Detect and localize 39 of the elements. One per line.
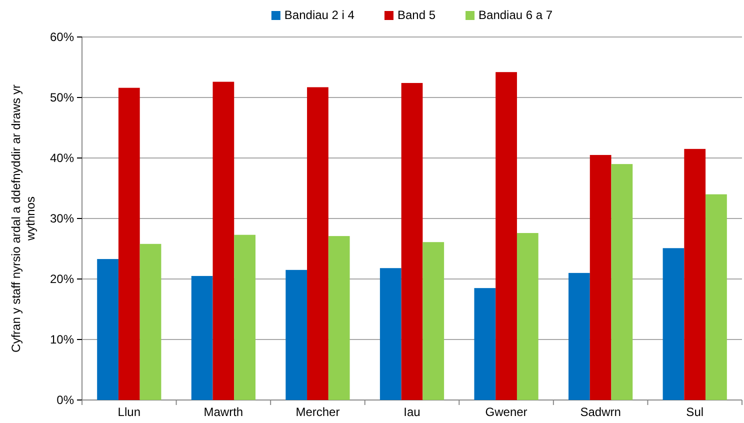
bar [662,248,684,400]
bar [684,148,706,400]
x-tick-label: Sul [686,405,704,420]
bar [706,194,727,400]
legend-label: Bandiau 6 a 7 [478,8,553,22]
x-tick-label: Iau [404,405,420,420]
y-tick-label: 20% [50,272,74,286]
x-tick-label: Sadwrn [580,405,621,420]
bar [191,276,213,400]
bar [568,272,590,400]
bar [516,233,538,400]
y-tick-label: 60% [50,30,74,44]
bar [611,164,633,400]
legend-label: Band 5 [397,8,436,22]
bar [140,244,162,400]
bar [590,154,612,400]
x-tick-label: Mawrth [204,405,244,420]
bar [474,288,496,400]
y-tick-label: 0% [56,392,74,407]
y-tick-label: 30% [50,211,74,226]
x-tick-label: Gwener [485,405,528,420]
bar [380,268,402,400]
y-axis-title: Cyfran y staff nyrsio ardal a ddefnyddir ar draws yr wythnos [9,84,38,352]
bar [234,234,256,400]
y-tick-label: 50% [50,90,74,104]
bar [118,88,140,400]
bar [307,87,328,400]
x-tick-label: Mercher [296,405,340,420]
bar [401,82,423,400]
y-tick-label: 10% [50,332,74,346]
legend-label: Bandiau 2 i 4 [284,8,355,22]
x-tick-label: Llun [118,405,140,420]
bar [422,242,444,400]
bar [212,82,234,400]
bar [286,270,308,400]
bar [97,259,118,400]
bar [328,236,350,400]
y-tick-label: 40% [50,150,74,165]
bar [496,72,517,400]
